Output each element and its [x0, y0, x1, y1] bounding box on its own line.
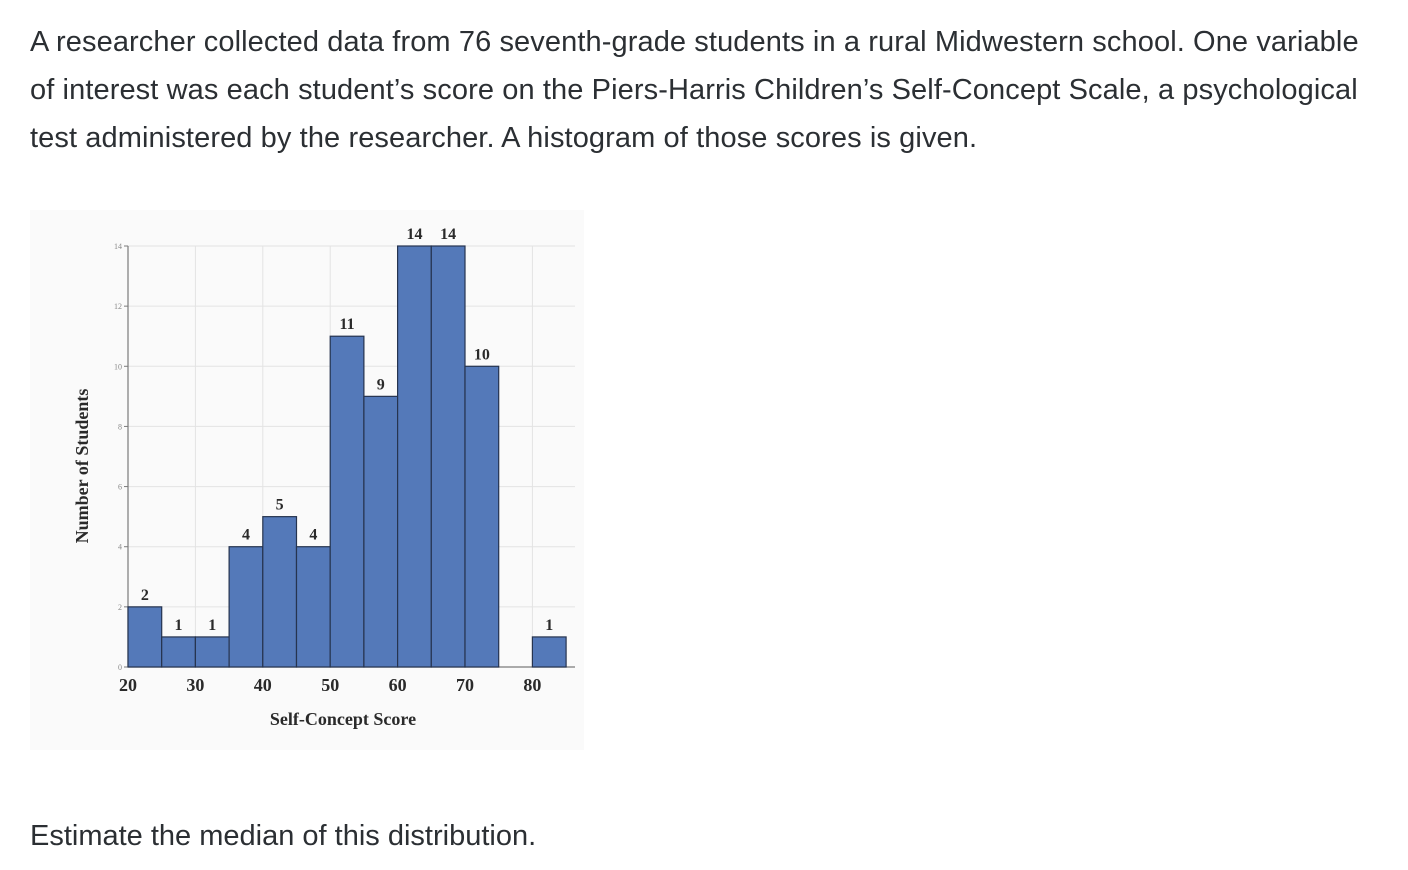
- x-tick-label: 70: [456, 675, 474, 695]
- bars: [127, 245, 567, 668]
- histogram-bar: [464, 365, 500, 668]
- x-tick-label: 20: [119, 675, 137, 695]
- histogram-bar: [262, 516, 298, 668]
- histogram-bar: [295, 546, 331, 668]
- y-tick-label: 14: [114, 242, 122, 251]
- histogram-bar: [430, 245, 466, 668]
- y-tick-label: 8: [118, 422, 122, 431]
- bar-count-label: 4: [242, 527, 250, 544]
- histogram-bar: [127, 606, 163, 668]
- bar-count-label: 10: [474, 346, 490, 363]
- bar-count-label: 4: [309, 527, 317, 544]
- y-tick-label: 0: [118, 663, 122, 672]
- histogram-panel: 2 1 1 4 5 4 11 9 14 14 10 1 0 2 4 6 8 10 12 14 20 30 40 50 60 70…: [30, 210, 584, 750]
- histogram-bar: [228, 546, 264, 668]
- x-tick-label: 40: [254, 675, 272, 695]
- question-intro: A researcher collected data from 76 seve…: [30, 26, 1359, 154]
- question-prompt: Estimate the median of this distribution…: [30, 820, 537, 852]
- y-axis-title: Number of Students: [72, 389, 92, 544]
- x-tick-label: 60: [389, 675, 407, 695]
- bar-count-label: 14: [406, 226, 422, 243]
- histogram-bar: [329, 335, 365, 668]
- bar-count-label: 2: [141, 587, 149, 604]
- bar-count-label: 5: [276, 497, 284, 514]
- x-tick-label: 80: [523, 675, 541, 695]
- bar-count-label: 1: [175, 617, 183, 634]
- bar-count-label: 9: [377, 376, 385, 393]
- y-tick-label: 10: [114, 362, 122, 371]
- x-tick-label: 30: [186, 675, 204, 695]
- bar-count-label: 14: [440, 226, 456, 243]
- y-tick-label: 4: [118, 543, 122, 552]
- x-axis-title: Self-Concept Score: [270, 709, 416, 729]
- bar-count-label: 1: [545, 617, 553, 634]
- histogram-bar: [397, 245, 432, 668]
- y-tick-label: 2: [118, 603, 122, 612]
- bar-count-label: 11: [339, 316, 354, 333]
- bar-count-label: 1: [208, 617, 216, 634]
- y-tick-label: 6: [118, 483, 122, 492]
- y-tick-label: 12: [114, 302, 122, 311]
- histogram-bar: [363, 395, 399, 668]
- histogram-bar: [194, 636, 230, 668]
- histogram-bar: [531, 636, 567, 668]
- histogram-bar: [161, 636, 196, 668]
- x-tick-label: 50: [321, 675, 339, 695]
